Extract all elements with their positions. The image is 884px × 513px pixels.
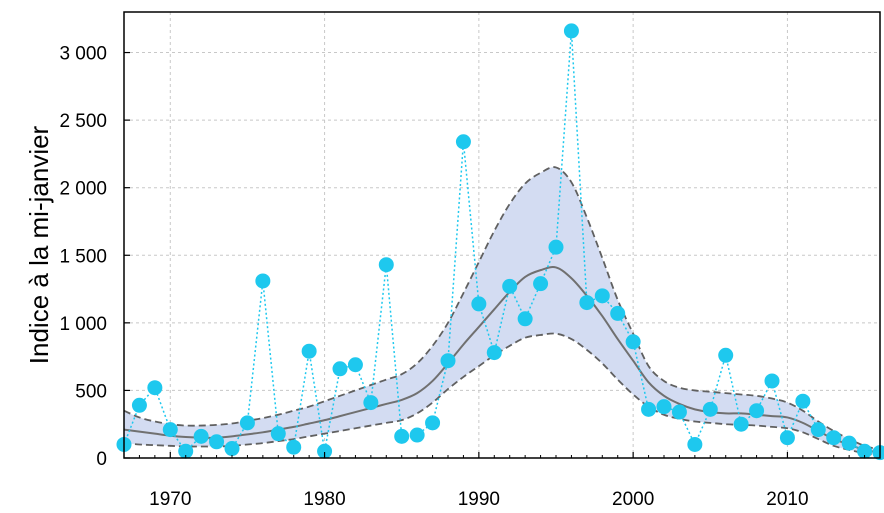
data-point: 2007: 250 — [733, 416, 749, 432]
data-point: 1996: 3160 — [563, 23, 579, 39]
y-tick-label: 2 500 — [59, 111, 107, 132]
data-point: 1978: 80 — [286, 439, 302, 455]
data-point: 1999: 1070 — [610, 305, 626, 321]
data-point: 1970: 210 — [162, 422, 178, 438]
data-point: 2016: 40 — [872, 445, 884, 461]
y-tick-label: 0 — [96, 449, 107, 470]
data-point: 1993: 1030 — [517, 311, 533, 327]
data-point: 1973: 120 — [209, 434, 225, 450]
data-point: 2012: 210 — [810, 422, 826, 438]
y-tick-label: 1 000 — [59, 314, 107, 335]
x-tick-label: 2000 — [612, 489, 654, 510]
data-point: 2003: 340 — [671, 404, 687, 420]
y-axis-label: Indice à la mi-janvier — [24, 125, 54, 364]
data-point: 2010: 150 — [779, 430, 795, 446]
data-point: 1974: 70 — [224, 441, 240, 457]
data-point: 1968: 390 — [131, 397, 147, 413]
data-point: 1992: 1270 — [502, 278, 518, 294]
data-point: 2014: 110 — [841, 435, 857, 451]
y-tick-label: 500 — [75, 381, 107, 402]
plot-frame — [123, 11, 881, 459]
data-point: 2011: 420 — [795, 393, 811, 409]
data-point: 1983: 410 — [363, 395, 379, 411]
data-point: 2000: 860 — [625, 334, 641, 350]
data-point: 1989: 2340 — [455, 134, 471, 150]
observed-points: 1967: 1001968: 3901969: 5201970: 2101971… — [116, 23, 884, 461]
data-point: 2015: 50 — [857, 443, 873, 459]
data-point: 1984: 1430 — [378, 257, 394, 273]
x-tick-label: 1970 — [149, 489, 191, 510]
data-point: 1987: 260 — [425, 415, 441, 431]
data-point: 2001: 360 — [641, 401, 657, 417]
x-tick-label: 2010 — [766, 489, 808, 510]
data-point: 1972: 160 — [193, 428, 209, 444]
data-point: 1998: 1200 — [594, 288, 610, 304]
data-point: 2008: 350 — [749, 403, 765, 419]
grid — [124, 12, 880, 458]
data-point: 2005: 360 — [702, 401, 718, 417]
data-point: 1997: 1150 — [579, 295, 595, 311]
data-point: 2002: 380 — [656, 399, 672, 415]
x-tick-label: 1980 — [303, 489, 345, 510]
band-lower-line — [123, 332, 881, 457]
data-point: 1991: 780 — [486, 345, 502, 361]
y-tick-label: 1 500 — [59, 246, 107, 267]
data-point: 1985: 160 — [394, 428, 410, 444]
data-point: 2013: 150 — [826, 430, 842, 446]
y-tick-label: 3 000 — [59, 44, 107, 65]
y-ticks: 0 500 1 000 1 500 2 000 2 500 3 000 — [59, 44, 130, 470]
x-tick-label: 1990 — [458, 489, 500, 510]
data-point: 1995: 1560 — [548, 239, 564, 255]
data-point: 1980: 50 — [317, 443, 333, 459]
data-point: 1975: 260 — [239, 415, 255, 431]
data-point: 1982: 690 — [347, 357, 363, 373]
data-point: 1969: 520 — [147, 380, 163, 396]
y-tick-label: 2 000 — [59, 179, 107, 200]
data-point: 1981: 660 — [332, 361, 348, 377]
data-point: 1979: 790 — [301, 343, 317, 359]
data-point: 1976: 1310 — [255, 273, 271, 289]
data-point: 2006: 760 — [718, 347, 734, 363]
data-point: 1971: 50 — [178, 443, 194, 459]
data-point: 1977: 180 — [270, 426, 286, 442]
data-point: 1988: 720 — [440, 353, 456, 369]
data-point: 2004: 100 — [687, 436, 703, 452]
data-point: 1986: 170 — [409, 427, 425, 443]
confidence-band — [124, 167, 880, 456]
data-point: 2009: 570 — [764, 373, 780, 389]
x-ticks: 1970 1980 1990 2000 2010 — [123, 452, 881, 510]
data-point: 1990: 1140 — [471, 296, 487, 312]
data-point: 1994: 1290 — [533, 276, 549, 292]
